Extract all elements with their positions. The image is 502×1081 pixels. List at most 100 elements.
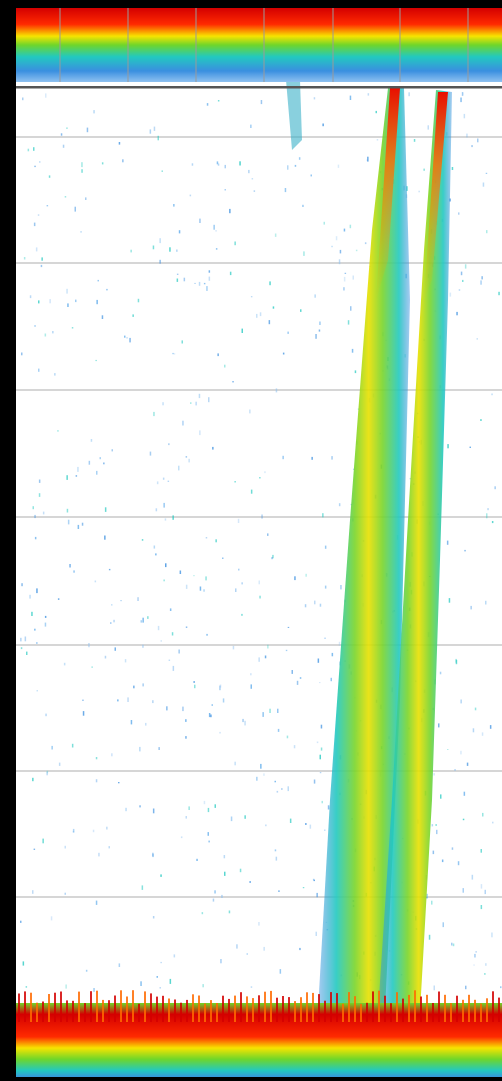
noise-dot [253, 190, 256, 192]
noise-dot [93, 110, 95, 114]
seabed-spike [450, 1003, 452, 1022]
noise-dot [239, 161, 241, 166]
noise-dot [46, 205, 49, 207]
noise-dot [111, 753, 113, 757]
noise-dot [85, 197, 87, 200]
noise-dot [214, 804, 216, 808]
noise-dot [185, 719, 187, 722]
noise-dot [469, 446, 471, 448]
noise-dot [258, 657, 260, 662]
noise-dot [229, 271, 232, 276]
noise-dot [215, 248, 218, 250]
noise-dot [335, 236, 338, 241]
noise-dot [217, 100, 220, 102]
noise-dot [178, 649, 180, 654]
noise-dot [250, 489, 253, 494]
noise-dot [211, 704, 213, 706]
noise-dot [96, 470, 98, 475]
seabed-spike [402, 998, 404, 1022]
noise-dot [375, 110, 377, 114]
noise-dot [331, 245, 333, 248]
seabed-spike [330, 992, 332, 1022]
noise-dot [234, 761, 236, 766]
noise-dot [193, 575, 195, 577]
noise-dot [250, 684, 252, 689]
noise-dot [438, 723, 440, 728]
noise-dot [108, 568, 111, 571]
noise-dot [156, 481, 159, 485]
noise-dot [33, 848, 36, 850]
noise-dot [165, 563, 167, 568]
noise-dot [29, 594, 31, 599]
noise-dot [212, 898, 215, 902]
noise-dot [34, 325, 36, 327]
noise-dot [238, 568, 240, 571]
noise-dot [82, 711, 85, 716]
seabed-spike [204, 1003, 206, 1022]
seabed-spike [462, 999, 464, 1022]
noise-dot [482, 812, 484, 817]
seabed-spike [84, 1003, 86, 1022]
seabed-spikes [18, 990, 500, 1022]
seabed-spike [162, 995, 164, 1022]
noise-dot [27, 148, 30, 152]
noise-dot [296, 680, 299, 685]
noise-dot [25, 986, 28, 988]
noise-dot [409, 478, 412, 480]
noise-dot [24, 636, 27, 642]
noise-dot [169, 978, 172, 984]
noise-dot [291, 670, 293, 674]
seabed-spike [384, 995, 386, 1022]
noise-dot [277, 708, 279, 713]
noise-dot [57, 598, 60, 600]
noise-dot [427, 125, 429, 130]
noise-dot [45, 713, 47, 717]
noise-dot [224, 189, 226, 191]
noise-dot [441, 859, 444, 863]
noise-dot [461, 92, 464, 96]
noise-dot [431, 900, 433, 905]
noise-dot [160, 874, 162, 877]
noise-dot [224, 364, 226, 368]
seabed-spike [156, 996, 158, 1022]
noise-dot [219, 731, 221, 734]
noise-dot [267, 533, 269, 536]
noise-dot [480, 419, 482, 421]
noise-dot [364, 242, 367, 245]
noise-dot [433, 985, 435, 991]
fish-plume [378, 90, 452, 1012]
noise-dot [95, 757, 98, 760]
noise-dot [486, 230, 488, 234]
noise-dot [157, 135, 159, 141]
noise-dot [34, 165, 36, 168]
noise-dot [129, 337, 131, 343]
noise-dot [22, 961, 25, 966]
noise-dot [460, 699, 462, 704]
noise-dot [464, 549, 466, 552]
noise-dot [189, 194, 192, 197]
noise-dot [319, 772, 322, 774]
noise-dot [193, 681, 195, 683]
noise-dot [159, 259, 161, 264]
seabed-spike [66, 1000, 68, 1022]
noise-dot [33, 147, 35, 151]
noise-dot [23, 257, 26, 260]
noise-dot [48, 175, 51, 178]
noise-dot [188, 458, 190, 463]
noise-dot [104, 535, 106, 540]
noise-dot [491, 393, 493, 396]
noise-dot [37, 214, 40, 216]
fish-plume [318, 88, 410, 1010]
noise-dot [259, 595, 261, 599]
noise-dot [331, 652, 334, 657]
seabed-spike [246, 996, 248, 1022]
noise-dot [85, 969, 88, 972]
noise-dot [99, 457, 101, 460]
noise-dot [319, 682, 321, 684]
noise-dot [152, 700, 154, 704]
noise-dot [120, 600, 122, 602]
seabed-spike [42, 1001, 44, 1022]
seabed-spike [318, 994, 320, 1022]
noise-dot [491, 932, 493, 938]
noise-dot [217, 163, 220, 166]
